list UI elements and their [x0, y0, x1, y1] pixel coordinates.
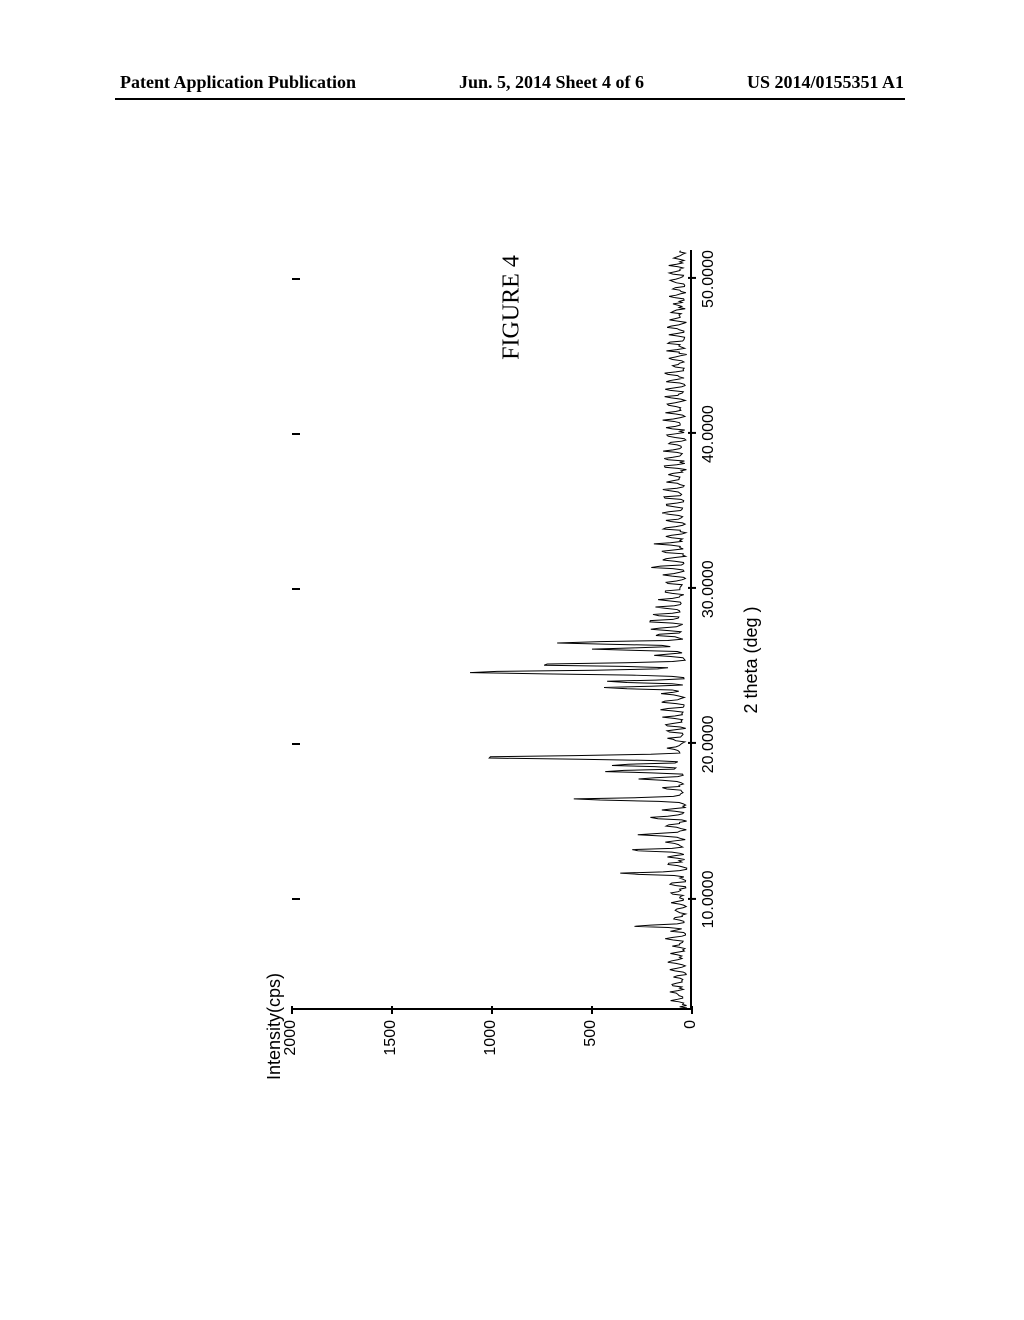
xrd-trace	[292, 250, 690, 1008]
header-center: Jun. 5, 2014 Sheet 4 of 6	[459, 72, 644, 93]
x-tick-top	[292, 278, 300, 280]
x-tick-top	[292, 588, 300, 590]
x-tick: 10.0000	[690, 871, 718, 929]
header-right: US 2014/0155351 A1	[747, 72, 904, 93]
y-tick: 2000	[282, 1008, 300, 1058]
x-tick-top	[292, 743, 300, 745]
x-tick: 40.0000	[690, 405, 718, 463]
x-axis-label: 2 theta (deg )	[741, 606, 762, 713]
x-tick: 50.0000	[690, 250, 718, 308]
header-left: Patent Application Publication	[120, 72, 356, 93]
y-tick: 500	[582, 1008, 600, 1058]
x-tick-top	[292, 898, 300, 900]
x-tick: 20.0000	[690, 715, 718, 773]
header-rule	[115, 98, 905, 100]
x-tick: 30.0000	[690, 560, 718, 618]
xrd-line	[470, 251, 687, 1008]
xrd-chart: Intensity(cps) 050010001500200010.000020…	[252, 200, 772, 1120]
plot-area: 050010001500200010.000020.000030.000040.…	[292, 250, 692, 1010]
y-tick: 1500	[382, 1008, 400, 1058]
y-tick: 0	[682, 1008, 700, 1058]
page-header: Patent Application Publication Jun. 5, 2…	[0, 72, 1024, 93]
y-tick: 1000	[482, 1008, 500, 1058]
x-tick-top	[292, 433, 300, 435]
